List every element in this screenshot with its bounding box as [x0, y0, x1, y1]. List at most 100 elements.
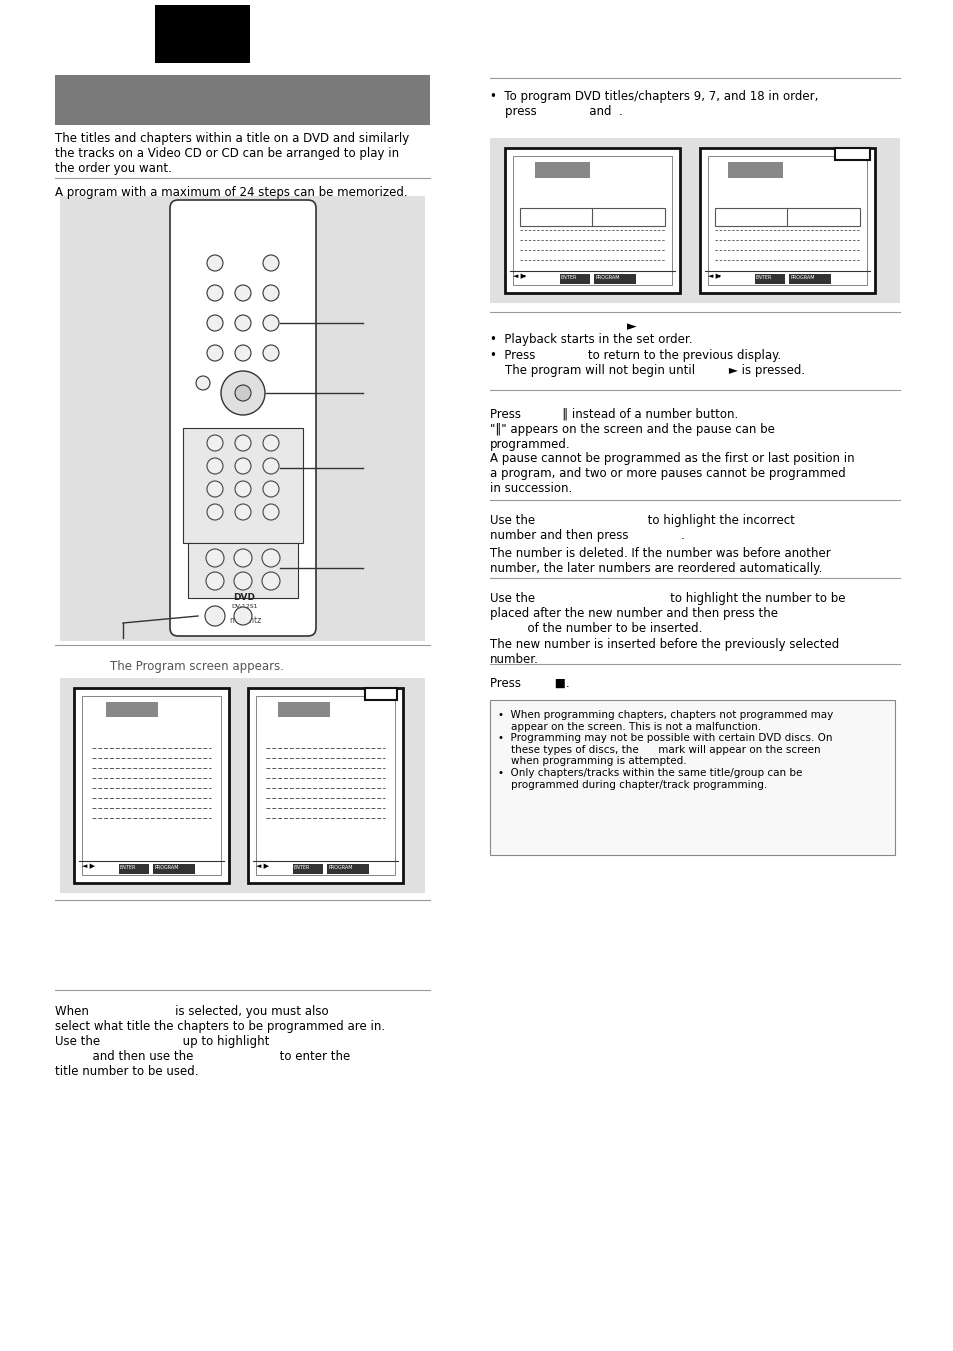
- Bar: [519, 208, 664, 226]
- Text: ENTER: ENTER: [120, 865, 136, 870]
- Bar: [74, 688, 229, 884]
- Circle shape: [205, 607, 225, 626]
- Bar: [106, 703, 158, 717]
- Circle shape: [263, 345, 278, 361]
- Text: "‖" appears on the screen and the pause can be
programmed.: "‖" appears on the screen and the pause …: [490, 423, 774, 451]
- Bar: [55, 76, 430, 126]
- Bar: [60, 196, 424, 640]
- Bar: [327, 865, 369, 874]
- Circle shape: [263, 255, 278, 272]
- Circle shape: [263, 285, 278, 301]
- Bar: [535, 162, 589, 178]
- Bar: [188, 543, 297, 598]
- Circle shape: [262, 549, 280, 567]
- Bar: [490, 700, 894, 855]
- Bar: [559, 274, 589, 284]
- Bar: [255, 696, 395, 875]
- Text: When                       is selected, you must also
select what title the chap: When is selected, you must also select w…: [55, 1005, 385, 1078]
- Text: PROGRAM: PROGRAM: [329, 865, 354, 870]
- Circle shape: [234, 435, 251, 451]
- Circle shape: [207, 458, 223, 474]
- Circle shape: [234, 385, 251, 401]
- Circle shape: [263, 458, 278, 474]
- Text: The Program screen appears.: The Program screen appears.: [110, 661, 284, 673]
- Circle shape: [233, 549, 252, 567]
- Circle shape: [206, 571, 224, 590]
- Text: Press         ■.: Press ■.: [490, 677, 569, 690]
- Bar: [754, 274, 784, 284]
- Text: Use the                              to highlight the incorrect
number and then : Use the to highlight the incorrect numbe…: [490, 513, 794, 542]
- Text: •  When programming chapters, chapters not programmed may
    appear on the scre: • When programming chapters, chapters no…: [497, 711, 832, 789]
- Text: PROGRAM: PROGRAM: [596, 276, 619, 280]
- Circle shape: [207, 481, 223, 497]
- Circle shape: [234, 504, 251, 520]
- Bar: [119, 865, 149, 874]
- Bar: [504, 149, 679, 293]
- Circle shape: [207, 504, 223, 520]
- Circle shape: [234, 315, 251, 331]
- Bar: [707, 155, 866, 285]
- Bar: [513, 155, 671, 285]
- Text: marantz: marantz: [229, 616, 261, 626]
- Text: •  To program DVD titles/chapters 9, 7, and 18 in order,
    press              : • To program DVD titles/chapters 9, 7, a…: [490, 91, 818, 118]
- Text: PROGRAM: PROGRAM: [790, 276, 815, 280]
- Text: ◄ ▶: ◄ ▶: [707, 273, 720, 280]
- Text: The new number is inserted before the previously selected
number.: The new number is inserted before the pr…: [490, 638, 839, 666]
- Bar: [365, 688, 396, 700]
- Text: ◄ ▶: ◄ ▶: [82, 863, 95, 869]
- Circle shape: [234, 481, 251, 497]
- Bar: [183, 428, 303, 543]
- FancyBboxPatch shape: [170, 200, 315, 636]
- Text: ◄ ▶: ◄ ▶: [255, 863, 269, 869]
- Text: ENTER: ENTER: [560, 276, 577, 280]
- Circle shape: [207, 435, 223, 451]
- Text: The titles and chapters within a title on a DVD and similarly
the tracks on a Vi: The titles and chapters within a title o…: [55, 132, 409, 176]
- Text: •  Playback starts in the set order.: • Playback starts in the set order.: [490, 332, 692, 346]
- Bar: [594, 274, 636, 284]
- Bar: [248, 688, 402, 884]
- Circle shape: [263, 504, 278, 520]
- Bar: [82, 696, 221, 875]
- Bar: [152, 865, 194, 874]
- Circle shape: [206, 549, 224, 567]
- Circle shape: [234, 285, 251, 301]
- Circle shape: [207, 345, 223, 361]
- Text: ▾: ▾: [522, 273, 525, 278]
- Text: ►: ►: [626, 320, 636, 332]
- Text: •  Press              to return to the previous display.
    The program will no: • Press to return to the previous displa…: [490, 349, 804, 377]
- Circle shape: [263, 435, 278, 451]
- Text: Press           ‖ instead of a number button.: Press ‖ instead of a number button.: [490, 407, 738, 420]
- Circle shape: [233, 571, 252, 590]
- Bar: [60, 678, 424, 893]
- Bar: [788, 274, 830, 284]
- Bar: [490, 138, 899, 303]
- Text: ENTER: ENTER: [294, 865, 310, 870]
- Circle shape: [207, 285, 223, 301]
- Text: The number is deleted. If the number was before another
number, the later number: The number is deleted. If the number was…: [490, 547, 830, 576]
- Circle shape: [233, 607, 252, 626]
- Circle shape: [263, 315, 278, 331]
- Text: PROGRAM: PROGRAM: [154, 865, 179, 870]
- Bar: [277, 703, 330, 717]
- Circle shape: [207, 255, 223, 272]
- Text: DV-12S1: DV-12S1: [231, 604, 257, 609]
- Text: ▾: ▾: [718, 273, 720, 278]
- Circle shape: [207, 315, 223, 331]
- Circle shape: [234, 345, 251, 361]
- Text: ENTER: ENTER: [755, 276, 772, 280]
- Text: Use the                                    to highlight the number to be
placed : Use the to highlight the number to be pl…: [490, 592, 844, 635]
- Bar: [727, 162, 782, 178]
- Circle shape: [262, 571, 280, 590]
- Circle shape: [221, 372, 265, 415]
- Bar: [834, 149, 869, 159]
- Circle shape: [263, 481, 278, 497]
- Text: A program with a maximum of 24 steps can be memorized.: A program with a maximum of 24 steps can…: [55, 186, 407, 199]
- Circle shape: [234, 458, 251, 474]
- Bar: [293, 865, 323, 874]
- Text: DVD: DVD: [233, 593, 254, 603]
- Text: ◄ ▶: ◄ ▶: [513, 273, 525, 280]
- Text: A pause cannot be programmed as the first or last position in
a program, and two: A pause cannot be programmed as the firs…: [490, 453, 854, 494]
- Bar: [154, 5, 250, 63]
- Bar: [714, 208, 859, 226]
- Bar: [700, 149, 874, 293]
